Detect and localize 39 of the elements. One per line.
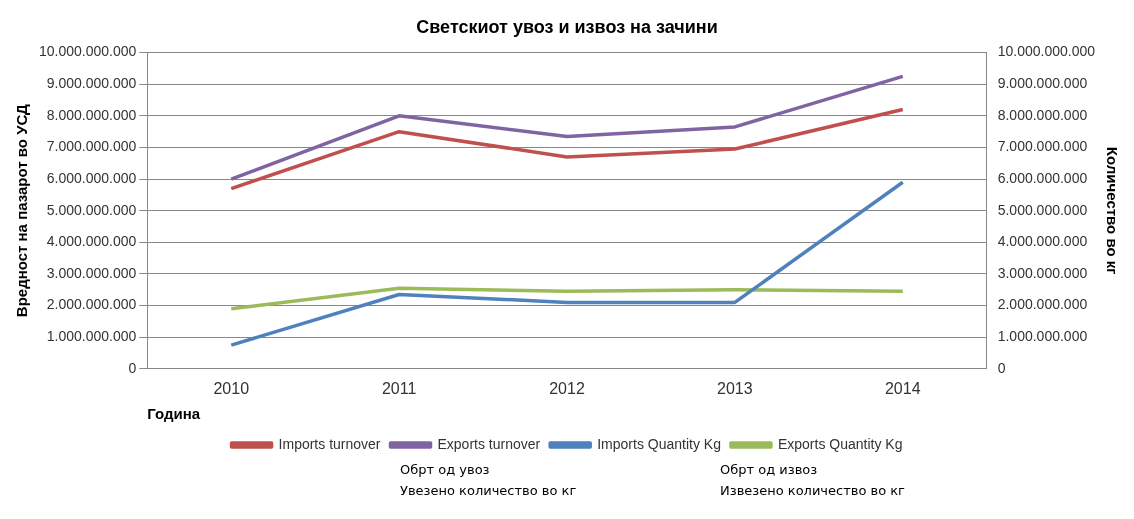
legend-label: Exports turnover xyxy=(437,435,541,452)
y2-tick-label: 6.000.000.000 xyxy=(997,169,1088,186)
y2-tick-label: 2.000.000.000 xyxy=(997,296,1088,313)
y2-tick-label: 0 xyxy=(997,359,1006,376)
y-axis-title: Вредност на пазарот во УСД xyxy=(13,103,31,318)
y-tick-label: 7.000.000.000 xyxy=(46,138,137,155)
x-tick-label: 2013 xyxy=(717,379,753,397)
y-tick-label: 5.000.000.000 xyxy=(46,201,137,218)
y-tick-label: 10.000.000.000 xyxy=(38,43,137,60)
y2-tick-label: 1.000.000.000 xyxy=(997,328,1088,345)
chart-title: Светскиот увоз и извоз на зачини xyxy=(416,16,718,37)
legend-label: Exports Quantity Kg xyxy=(777,435,903,452)
text: Обрт од извоз xyxy=(720,462,819,477)
y2-tick-label: 10.000.000.000 xyxy=(997,43,1096,60)
y2-tick-label: 5.000.000.000 xyxy=(997,201,1088,218)
x-tick-label: 2014 xyxy=(884,379,921,397)
y2-tick-label: 7.000.000.000 xyxy=(997,138,1088,155)
text: Увезено количество во кг xyxy=(400,483,578,498)
y-tick-label: 8.000.000.000 xyxy=(46,106,137,123)
legend-label: Imports Quantity Kg xyxy=(597,435,721,452)
y2-tick-label: 9.000.000.000 xyxy=(997,75,1088,92)
x-tick-label: 2010 xyxy=(213,379,250,397)
y-tick-label: 0 xyxy=(128,359,137,376)
y2-axis-title: Количество во кг xyxy=(1103,146,1121,275)
legend-label: Imports turnover xyxy=(278,435,381,452)
y-tick-label: 1.000.000.000 xyxy=(46,328,137,345)
y-tick-label: 9.000.000.000 xyxy=(46,75,137,92)
text: Извезено количество во кг xyxy=(720,483,906,498)
y-tick-label: 2.000.000.000 xyxy=(46,296,137,313)
y-tick-label: 4.000.000.000 xyxy=(46,233,137,250)
y2-tick-label: 3.000.000.000 xyxy=(997,264,1088,281)
text: Обрт од увоз xyxy=(400,462,491,477)
y2-tick-label: 4.000.000.000 xyxy=(997,233,1088,250)
y-tick-label: 6.000.000.000 xyxy=(46,169,137,186)
y-tick-label: 3.000.000.000 xyxy=(46,264,137,281)
y2-tick-label: 8.000.000.000 xyxy=(997,106,1088,123)
x-tick-label: 2012 xyxy=(549,379,585,397)
x-tick-label: 2011 xyxy=(381,379,417,397)
x-axis-title: Година xyxy=(147,405,201,423)
